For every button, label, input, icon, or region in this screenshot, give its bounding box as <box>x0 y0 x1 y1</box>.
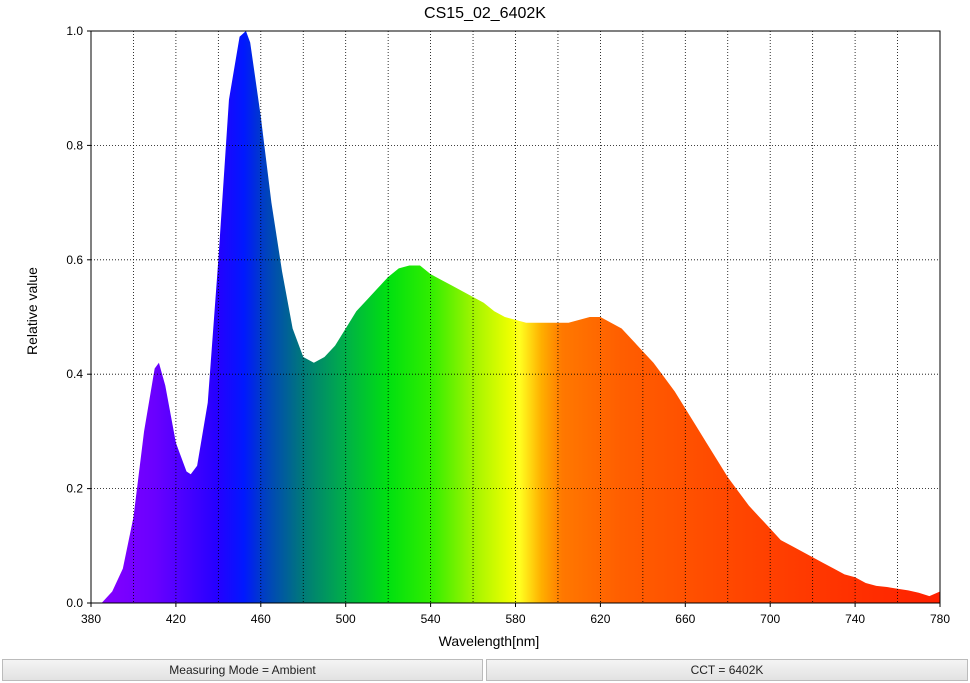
y-tick-label: 0.8 <box>66 138 83 152</box>
y-tick-label: 0.6 <box>66 253 83 267</box>
status-measuring-mode: Measuring Mode = Ambient <box>2 659 483 681</box>
x-tick-label: 740 <box>845 612 865 626</box>
x-tick-label: 780 <box>930 612 950 626</box>
x-tick-label: 460 <box>251 612 271 626</box>
y-tick-label: 1.0 <box>66 24 83 38</box>
x-axis-label: Wavelength[nm] <box>439 633 540 649</box>
y-tick-label: 0.4 <box>66 367 83 381</box>
x-tick-label: 540 <box>421 612 441 626</box>
x-tick-label: 380 <box>81 612 101 626</box>
x-tick-label: 620 <box>590 612 610 626</box>
y-axis-label: Relative value <box>24 267 40 355</box>
x-tick-label: 580 <box>505 612 525 626</box>
x-tick-label: 700 <box>760 612 780 626</box>
chart: CS15_02_6402K Wavelength[nm] Relative va… <box>24 5 950 649</box>
status-cct: CCT = 6402K <box>486 659 968 681</box>
x-tick-label: 500 <box>336 612 356 626</box>
x-tick-label: 420 <box>166 612 186 626</box>
y-tick-label: 0.2 <box>66 482 83 496</box>
y-tick-label: 0.0 <box>66 596 83 610</box>
x-tick-label: 660 <box>675 612 695 626</box>
chart-title: CS15_02_6402K <box>424 5 546 22</box>
